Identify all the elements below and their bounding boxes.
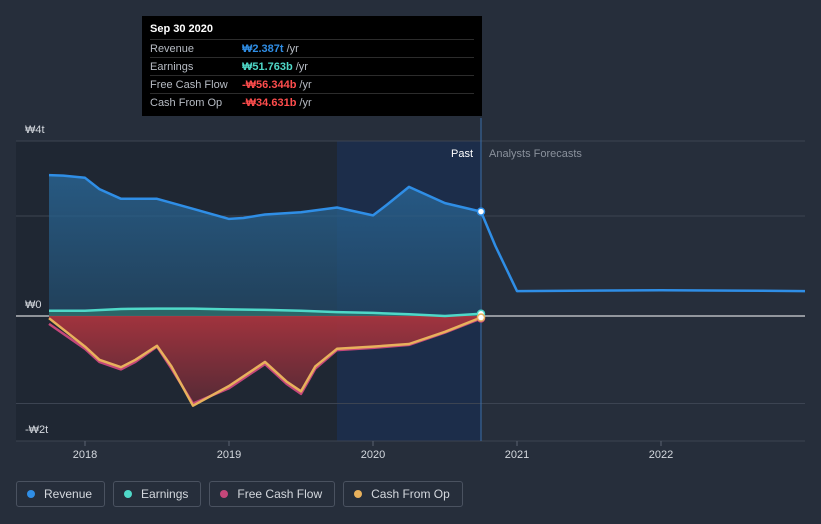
y-tick-label: ₩0 [25, 299, 42, 311]
tooltip-row-fcf: Free Cash Flow -₩56.344b /yr [150, 75, 474, 93]
cfo-dot-icon [354, 490, 363, 498]
forecast-label: Analysts Forecasts [489, 148, 582, 160]
tooltip-label: Cash From Op [150, 96, 223, 109]
tooltip-label: Revenue [150, 42, 195, 55]
tooltip-unit: /yr [299, 96, 312, 109]
tooltip-date: Sep 30 2020 [150, 23, 213, 35]
revenue-line [48, 173, 806, 293]
tooltip-value: -₩56.344b [242, 78, 297, 91]
tooltip-unit: /yr [295, 60, 308, 73]
tooltip-value: ₩2.387t [242, 42, 284, 55]
earnings-dot-icon [124, 490, 133, 498]
y-tick-label: ₩4t [25, 124, 45, 136]
legend-label: Free Cash Flow [237, 487, 323, 501]
tooltip-row-earnings: Earnings ₩51.763b /yr [150, 57, 474, 75]
fcf-dot-icon [220, 490, 229, 498]
cash-from-op-line [48, 316, 482, 407]
legend-label: Earnings [141, 487, 189, 501]
legend-label: Revenue [44, 487, 93, 501]
tooltip-value: -₩34.631b [242, 96, 297, 109]
earnings-line [49, 307, 482, 318]
x-tick-label: 2022 [649, 449, 673, 461]
revenue-marker [476, 207, 486, 216]
past-label: Past [451, 148, 473, 160]
tooltip-row-revenue: Revenue ₩2.387t /yr [150, 39, 474, 57]
tooltip-label: Earnings [150, 60, 194, 73]
legend-item-revenue[interactable]: Revenue [16, 481, 106, 507]
x-tick-label: 2020 [361, 449, 385, 461]
cash-from-op-marker [476, 313, 486, 322]
x-tick-label: 2019 [217, 449, 241, 461]
tooltip-label: Free Cash Flow [150, 78, 228, 91]
data-tooltip: Sep 30 2020 Revenue ₩2.387t /yr Earnings… [142, 16, 482, 116]
tooltip-value: ₩51.763b [242, 60, 293, 73]
x-tick-label: 2018 [73, 449, 97, 461]
revenue-area [49, 175, 481, 316]
tooltip-unit: /yr [299, 78, 312, 91]
revenue-dot-icon [27, 490, 35, 498]
x-tick-label: 2021 [505, 449, 529, 461]
y-tick-label: -₩2t [25, 424, 48, 436]
chart-legend: Revenue Earnings Free Cash Flow Cash Fro… [16, 481, 463, 507]
legend-item-earnings[interactable]: Earnings [113, 481, 202, 507]
legend-item-cash-from-op[interactable]: Cash From Op [343, 481, 463, 507]
legend-label: Cash From Op [371, 487, 450, 501]
tooltip-unit: /yr [286, 42, 299, 55]
legend-item-free-cash-flow[interactable]: Free Cash Flow [209, 481, 336, 507]
tooltip-row-cfo: Cash From Op -₩34.631b /yr [150, 93, 474, 111]
